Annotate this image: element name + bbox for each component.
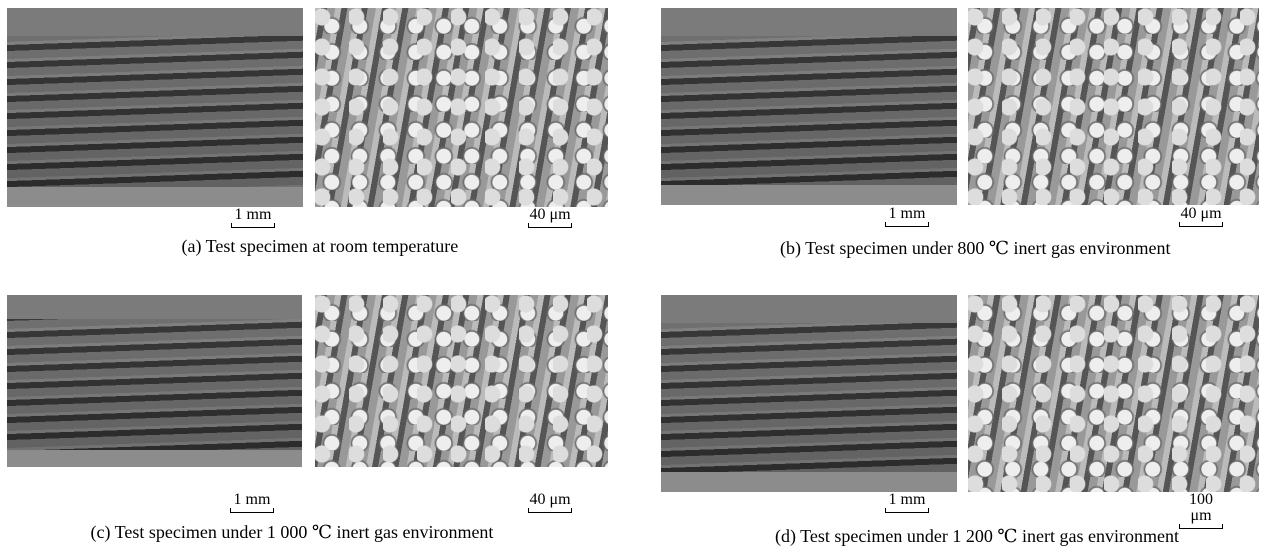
scale-label: 1 mm: [885, 492, 929, 508]
macro-image: [7, 295, 302, 467]
scale-label: 1 mm: [231, 207, 275, 223]
caption: (c) Test specimen under 1 000 ℃ inert ga…: [91, 522, 494, 543]
sem-image: [968, 8, 1259, 205]
scale-line: [528, 508, 572, 513]
scale-line: [885, 508, 929, 513]
scale-bar: 40 μm: [528, 207, 572, 228]
scale-bar: 1 mm: [885, 492, 929, 513]
macro-image: [661, 8, 957, 205]
macro-image: [661, 295, 957, 492]
caption: (a) Test specimen at room temperature: [182, 236, 459, 257]
scale-bar: 40 μm: [1179, 206, 1223, 227]
figure: 1 mm 40 μm (a) Test specimen at room tempe…: [0, 0, 1261, 548]
scale-bar: 100 μm: [1179, 492, 1223, 529]
scale-bar: 1 mm: [231, 207, 275, 228]
scale-label: 40 μm: [1179, 206, 1223, 222]
scale-line: [885, 222, 929, 227]
sem-image: [315, 295, 608, 467]
caption: (b) Test specimen under 800 ℃ inert gas …: [780, 238, 1170, 259]
sem-image: [968, 295, 1259, 492]
scale-line: [528, 223, 572, 228]
scale-label: 40 μm: [528, 492, 572, 508]
scale-line: [1179, 222, 1223, 227]
caption: (d) Test specimen under 1 200 ℃ inert ga…: [775, 526, 1179, 547]
sem-image: [315, 8, 608, 207]
macro-image: [7, 8, 303, 207]
scale-label: 40 μm: [528, 207, 572, 223]
scale-bar: 40 μm: [528, 492, 572, 513]
scale-line: [230, 508, 274, 513]
scale-label: 1 mm: [230, 492, 274, 508]
scale-bar: 1 mm: [885, 206, 929, 227]
scale-bar: 1 mm: [230, 492, 274, 513]
scale-line: [1179, 524, 1223, 529]
scale-line: [231, 223, 275, 228]
scale-label: 1 mm: [885, 206, 929, 222]
scale-label: 100 μm: [1179, 492, 1223, 524]
